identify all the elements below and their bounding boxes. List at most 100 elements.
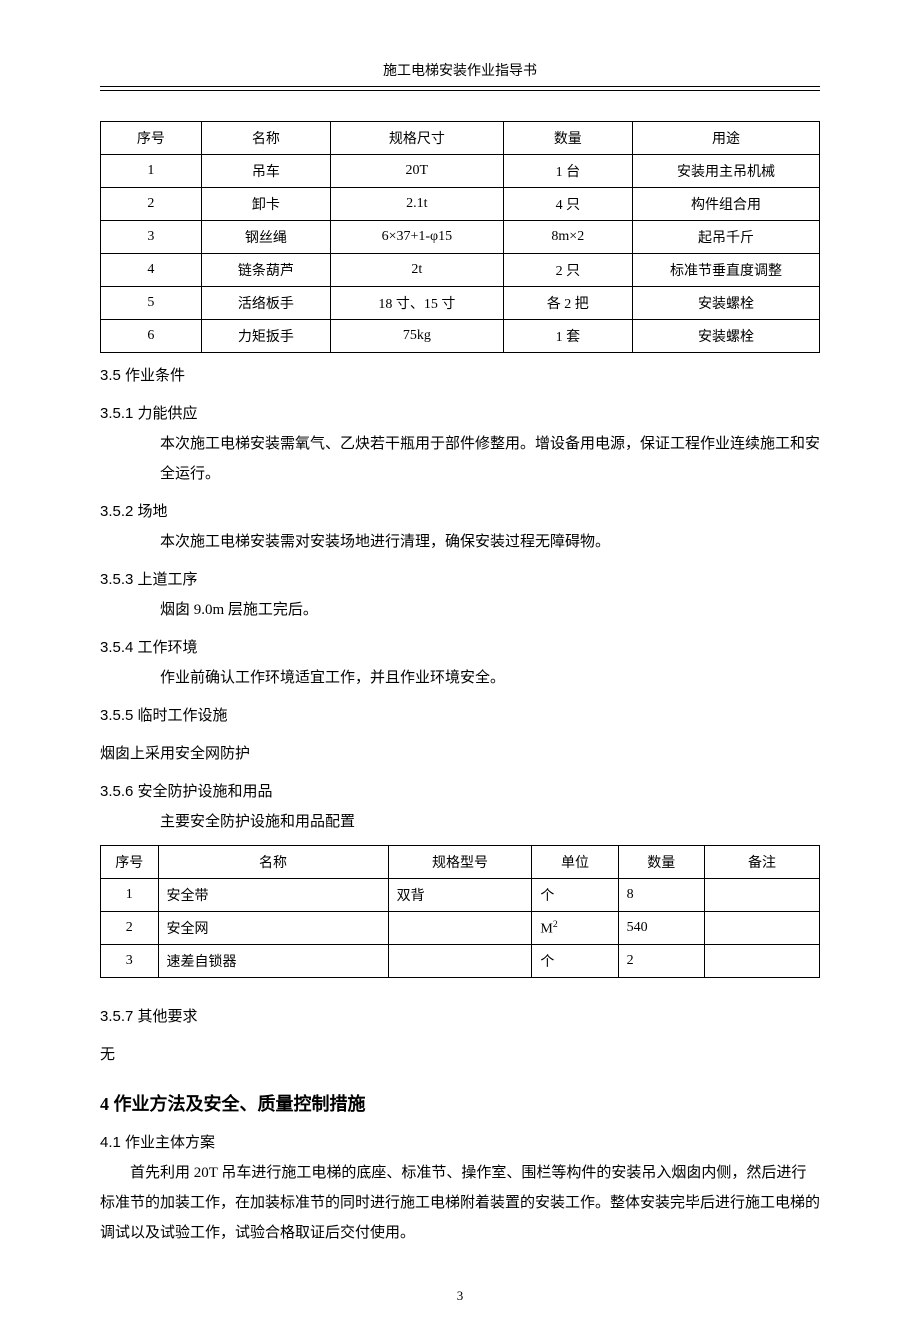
section-label: 3.5.1 力能供应 [100,405,198,422]
table-row: 5活络板手18 寸、15 寸各 2 把安装螺栓 [101,287,820,320]
table-cell: 540 [618,912,704,945]
subhead-3-5-6: 主要安全防护设施和用品配置 [100,807,820,837]
table-row: 1吊车20T1 台安装用主吊机械 [101,155,820,188]
table-cell: 20T [331,155,504,188]
table-row: 2安全网 M2540 [101,912,820,945]
section-3-5-4: 3.5.4 工作环境 [100,633,820,663]
table-cell: 安装用主吊机械 [633,155,820,188]
table-cell: 2 只 [503,254,632,287]
body-3-5-7: 无 [100,1040,820,1070]
col-name: 名称 [201,122,330,155]
table-cell: 4 [101,254,202,287]
section-label: 3.5 作业条件 [100,367,185,384]
table-row: 3钢丝绳6×37+1-φ158m×2起吊千斤 [101,221,820,254]
table-cell: 安全网 [158,912,388,945]
table-cell: 3 [101,221,202,254]
section-label: 3.5.5 临时工作设施 [100,707,228,724]
table-cell [704,945,819,978]
table-cell: 2.1t [331,188,504,221]
col-name: 名称 [158,846,388,879]
col-spec: 规格尺寸 [331,122,504,155]
heading-4: 4 作业方法及安全、质量控制措施 [100,1090,820,1116]
table-cell: 6 [101,320,202,353]
table-cell: 2 [101,188,202,221]
table-cell: 2t [331,254,504,287]
table-cell: 力矩扳手 [201,320,330,353]
header-divider [100,86,820,91]
table-cell: 起吊千斤 [633,221,820,254]
table-row: 2卸卡2.1t4 只构件组合用 [101,188,820,221]
table-cell: 卸卡 [201,188,330,221]
table-header-row: 序号 名称 规格尺寸 数量 用途 [101,122,820,155]
table-cell: 标准节垂直度调整 [633,254,820,287]
col-seq: 序号 [101,122,202,155]
body-3-5-3: 烟囱 9.0m 层施工完后。 [100,595,820,625]
table-cell: 钢丝绳 [201,221,330,254]
table-cell: 双背 [388,879,532,912]
section-label: 3.5.7 其他要求 [100,1008,198,1025]
body-3-5-5: 烟囱上采用安全网防护 [100,739,820,769]
section-3-5-5: 3.5.5 临时工作设施 [100,701,820,731]
body-3-5-1: 本次施工电梯安装需氧气、乙炔若干瓶用于部件修整用。增设备用电源，保证工程作业连续… [100,429,820,489]
col-qty: 数量 [503,122,632,155]
table-cell: 活络板手 [201,287,330,320]
section-label: 3.5.6 安全防护设施和用品 [100,783,273,800]
section-label: 3.5.3 上道工序 [100,571,198,588]
table-cell: 2 [618,945,704,978]
table-cell: 3 [101,945,159,978]
table-cell: 安全带 [158,879,388,912]
section-3-5-6: 3.5.6 安全防护设施和用品 [100,777,820,807]
safety-table: 序号 名称 规格型号 单位 数量 备注 1安全带双背个82安全网M25403速差… [100,845,820,978]
table-cell: 链条葫芦 [201,254,330,287]
table-cell: 75kg [331,320,504,353]
table-cell: 1 套 [503,320,632,353]
table-cell: 吊车 [201,155,330,188]
equipment-table: 序号 名称 规格尺寸 数量 用途 1吊车20T1 台安装用主吊机械2卸卡2.1t… [100,121,820,353]
table-cell: 2 [101,912,159,945]
table-cell [704,912,819,945]
table-cell: 各 2 把 [503,287,632,320]
table-cell: 1 [101,879,159,912]
table-cell [388,945,532,978]
section-3-5-2: 3.5.2 场地 [100,497,820,527]
section-label: 3.5.2 场地 [100,503,168,520]
table-cell: 1 台 [503,155,632,188]
table-row: 4链条葫芦2t2 只标准节垂直度调整 [101,254,820,287]
table-cell: 安装螺栓 [633,320,820,353]
body-4-1: 首先利用 20T 吊车进行施工电梯的底座、标准节、操作室、围栏等构件的安装吊入烟… [100,1158,820,1248]
section-3-5: 3.5 作业条件 [100,361,820,391]
table-row: 3速差自锁器 个2 [101,945,820,978]
section-4-1: 4.1 作业主体方案 [100,1128,820,1158]
table-cell: 4 只 [503,188,632,221]
table-cell: 5 [101,287,202,320]
section-3-5-3: 3.5.3 上道工序 [100,565,820,595]
table-cell: 个 [532,879,618,912]
col-qty: 数量 [618,846,704,879]
table-row: 1安全带双背个8 [101,879,820,912]
section-label: 3.5.4 工作环境 [100,639,198,656]
section-3-5-1: 3.5.1 力能供应 [100,399,820,429]
table-cell: 8m×2 [503,221,632,254]
table-cell: 18 寸、15 寸 [331,287,504,320]
table-cell: 个 [532,945,618,978]
table-row: 6力矩扳手75kg1 套安装螺栓 [101,320,820,353]
table-cell [704,879,819,912]
col-spec: 规格型号 [388,846,532,879]
body-3-5-2: 本次施工电梯安装需对安装场地进行清理，确保安装过程无障碍物。 [100,527,820,557]
table-cell: 6×37+1-φ15 [331,221,504,254]
table-cell: 1 [101,155,202,188]
col-unit: 单位 [532,846,618,879]
table-cell: 安装螺栓 [633,287,820,320]
table-cell: 构件组合用 [633,188,820,221]
col-seq: 序号 [101,846,159,879]
section-label: 4.1 作业主体方案 [100,1134,215,1151]
doc-header-title: 施工电梯安装作业指导书 [100,60,820,80]
section-3-5-7: 3.5.7 其他要求 [100,1002,820,1032]
col-use: 用途 [633,122,820,155]
col-note: 备注 [704,846,819,879]
body-3-5-4: 作业前确认工作环境适宜工作，并且作业环境安全。 [100,663,820,693]
table-cell: M2 [532,912,618,945]
table-cell: 8 [618,879,704,912]
table-cell: 速差自锁器 [158,945,388,978]
table-cell [388,912,532,945]
